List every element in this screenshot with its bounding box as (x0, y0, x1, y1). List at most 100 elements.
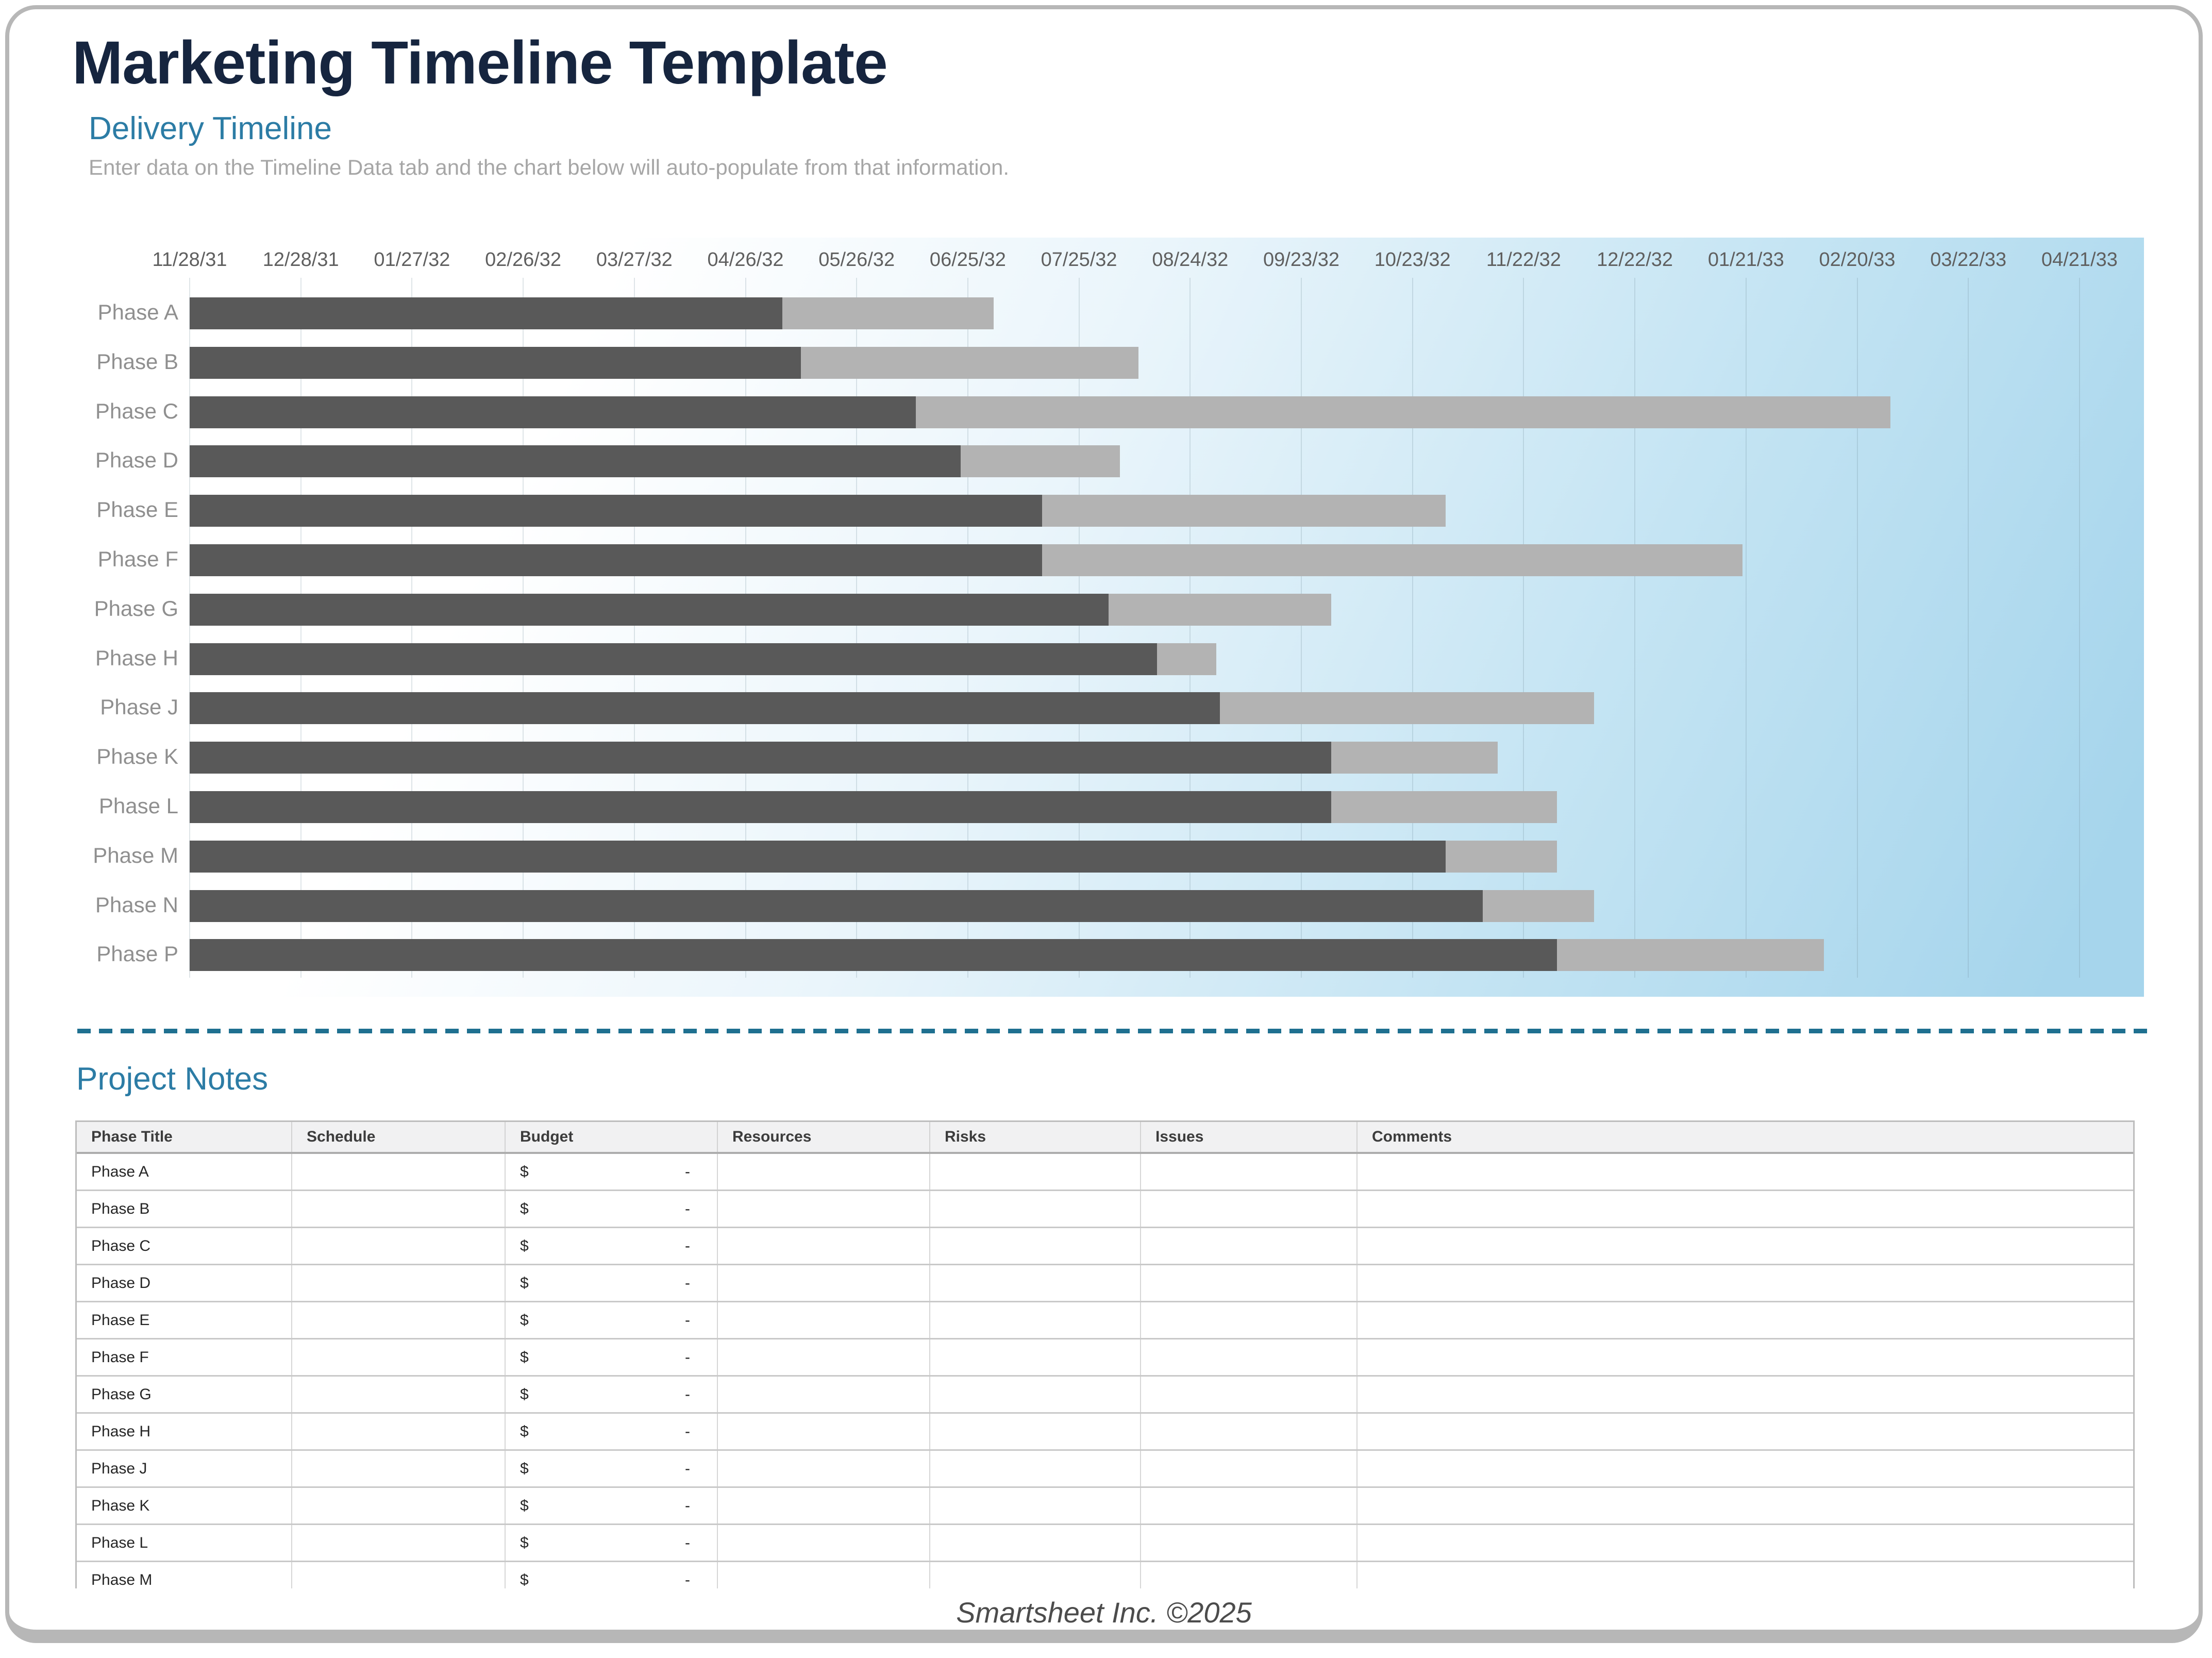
empty-cell[interactable] (291, 1338, 505, 1377)
phase-title-cell[interactable]: Phase D (77, 1264, 292, 1302)
phase-title-cell[interactable]: Phase K (77, 1487, 292, 1525)
empty-cell[interactable] (1140, 1487, 1357, 1525)
empty-cell[interactable] (1356, 1376, 2133, 1414)
column-header-comments: Comments (1356, 1120, 2133, 1154)
column-header-phase-title: Phase Title (77, 1120, 292, 1154)
empty-cell[interactable] (929, 1376, 1141, 1414)
empty-cell[interactable] (929, 1190, 1141, 1228)
empty-cell[interactable] (291, 1153, 505, 1191)
budget-cell[interactable]: $ - (505, 1561, 717, 1588)
empty-cell[interactable] (929, 1301, 1141, 1339)
empty-cell[interactable] (1140, 1450, 1357, 1488)
gantt-bar-light (1109, 593, 1331, 626)
phase-label: Phase F (97, 547, 178, 571)
budget-cell[interactable]: $ - (505, 1301, 717, 1339)
empty-cell[interactable] (1356, 1153, 2133, 1191)
empty-cell[interactable] (1356, 1301, 2133, 1339)
empty-cell[interactable] (929, 1561, 1141, 1588)
empty-cell[interactable] (717, 1450, 930, 1488)
empty-cell[interactable] (1140, 1153, 1357, 1191)
empty-cell[interactable] (717, 1487, 930, 1525)
phase-title-cell[interactable]: Phase F (77, 1338, 292, 1377)
empty-cell[interactable] (1356, 1338, 2133, 1377)
phase-title-cell[interactable]: Phase H (77, 1413, 292, 1451)
budget-value: - (685, 1274, 690, 1292)
empty-cell[interactable] (717, 1190, 930, 1228)
budget-cell[interactable]: $ - (505, 1264, 717, 1302)
empty-cell[interactable] (717, 1561, 930, 1588)
phase-title-cell[interactable]: Phase L (77, 1524, 292, 1562)
phase-title-cell[interactable]: Phase B (77, 1190, 292, 1228)
empty-cell[interactable] (717, 1301, 930, 1339)
empty-cell[interactable] (1140, 1301, 1357, 1339)
phase-title-cell[interactable]: Phase J (77, 1450, 292, 1488)
currency-symbol: $ (520, 1385, 529, 1403)
empty-cell[interactable] (1356, 1264, 2133, 1302)
phase-title-cell[interactable]: Phase A (77, 1153, 292, 1191)
budget-cell-content: $ - (520, 1349, 717, 1366)
x-axis-tick-label: 06/25/32 (929, 249, 1006, 271)
budget-cell[interactable]: $ - (505, 1227, 717, 1265)
delivery-timeline-chart[interactable]: 11/28/31 12/28/31 01/27/32 02/26/32 03/27/32… (38, 238, 2144, 997)
phase-label: Phase D (95, 448, 178, 473)
empty-cell[interactable] (1140, 1413, 1357, 1451)
empty-cell[interactable] (929, 1338, 1141, 1377)
budget-cell[interactable]: $ - (505, 1338, 717, 1377)
empty-cell[interactable] (291, 1561, 505, 1588)
empty-cell[interactable] (717, 1227, 930, 1265)
gantt-bar-dark (190, 396, 916, 428)
budget-cell[interactable]: $ - (505, 1413, 717, 1451)
empty-cell[interactable] (291, 1190, 505, 1228)
empty-cell[interactable] (1356, 1450, 2133, 1488)
phase-title-cell[interactable]: Phase M (77, 1561, 292, 1588)
empty-cell[interactable] (929, 1413, 1141, 1451)
budget-value: - (685, 1422, 690, 1440)
budget-value: - (685, 1534, 690, 1551)
empty-cell[interactable] (929, 1524, 1141, 1562)
empty-cell[interactable] (1140, 1561, 1357, 1588)
empty-cell[interactable] (1356, 1413, 2133, 1451)
empty-cell[interactable] (291, 1524, 505, 1562)
empty-cell[interactable] (717, 1376, 930, 1414)
chart-gridline (1189, 278, 1191, 978)
empty-cell[interactable] (291, 1301, 505, 1339)
empty-cell[interactable] (291, 1487, 505, 1525)
budget-cell[interactable]: $ - (505, 1376, 717, 1414)
empty-cell[interactable] (929, 1264, 1141, 1302)
empty-cell[interactable] (1356, 1487, 2133, 1525)
empty-cell[interactable] (1140, 1227, 1357, 1265)
phase-title-cell[interactable]: Phase C (77, 1227, 292, 1265)
empty-cell[interactable] (929, 1450, 1141, 1488)
budget-cell[interactable]: $ - (505, 1487, 717, 1525)
empty-cell[interactable] (291, 1227, 505, 1265)
empty-cell[interactable] (717, 1413, 930, 1451)
empty-cell[interactable] (1140, 1376, 1357, 1414)
empty-cell[interactable] (1140, 1524, 1357, 1562)
budget-cell[interactable]: $ - (505, 1524, 717, 1562)
empty-cell[interactable] (291, 1376, 505, 1414)
phase-title-cell[interactable]: Phase E (77, 1301, 292, 1339)
empty-cell[interactable] (1140, 1190, 1357, 1228)
empty-cell[interactable] (291, 1413, 505, 1451)
budget-cell[interactable]: $ - (505, 1153, 717, 1191)
empty-cell[interactable] (717, 1153, 930, 1191)
empty-cell[interactable] (1356, 1227, 2133, 1265)
empty-cell[interactable] (1140, 1338, 1357, 1377)
budget-cell[interactable]: $ - (505, 1450, 717, 1488)
budget-cell[interactable]: $ - (505, 1190, 717, 1228)
empty-cell[interactable] (1356, 1190, 2133, 1228)
empty-cell[interactable] (717, 1338, 930, 1377)
empty-cell[interactable] (291, 1450, 505, 1488)
empty-cell[interactable] (717, 1524, 930, 1562)
phase-title-cell[interactable]: Phase G (77, 1376, 292, 1414)
empty-cell[interactable] (1356, 1524, 2133, 1562)
gantt-bar-light (916, 396, 1891, 428)
chart-gridline (1412, 278, 1413, 978)
empty-cell[interactable] (717, 1264, 930, 1302)
empty-cell[interactable] (929, 1487, 1141, 1525)
empty-cell[interactable] (1356, 1561, 2133, 1588)
empty-cell[interactable] (929, 1227, 1141, 1265)
empty-cell[interactable] (1140, 1264, 1357, 1302)
empty-cell[interactable] (929, 1153, 1141, 1191)
empty-cell[interactable] (291, 1264, 505, 1302)
